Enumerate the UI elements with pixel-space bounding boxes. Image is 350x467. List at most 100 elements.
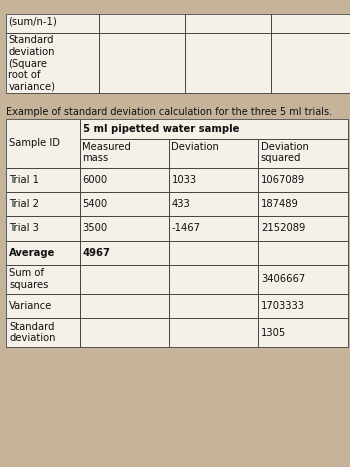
Text: Sum of
squares: Sum of squares	[9, 269, 48, 290]
Bar	[185, 14, 271, 33]
Bar	[80, 241, 169, 265]
Text: 5 ml pipetted water sample: 5 ml pipetted water sample	[83, 124, 239, 134]
Bar	[80, 265, 169, 294]
Bar	[6, 33, 99, 93]
Bar	[99, 14, 185, 33]
Bar	[6, 241, 80, 265]
Bar	[6, 216, 80, 241]
Bar	[271, 33, 350, 93]
Bar	[185, 33, 271, 93]
Text: 6000: 6000	[83, 175, 108, 185]
Bar	[80, 318, 169, 347]
Bar	[6, 318, 80, 347]
Bar	[258, 139, 348, 168]
Bar	[80, 192, 169, 216]
Text: 3406667: 3406667	[261, 274, 305, 284]
Text: 5400: 5400	[83, 199, 108, 209]
Bar	[169, 294, 258, 318]
Bar	[169, 294, 258, 318]
Bar	[169, 216, 258, 241]
Bar	[80, 216, 169, 241]
Bar	[80, 119, 348, 139]
Text: 4967: 4967	[83, 248, 111, 258]
Bar	[258, 216, 348, 241]
Text: Standard
deviation
(Square
root of
variance): Standard deviation (Square root of varia…	[8, 35, 55, 92]
Text: 3500: 3500	[83, 223, 108, 234]
Bar	[80, 294, 169, 318]
Bar	[6, 294, 80, 318]
Bar	[6, 33, 99, 93]
Bar	[271, 14, 350, 33]
Bar	[185, 14, 271, 33]
Bar	[169, 192, 258, 216]
Text: Trial 3: Trial 3	[9, 223, 39, 234]
Bar	[258, 318, 348, 347]
Text: Average: Average	[9, 248, 55, 258]
Bar	[6, 241, 80, 265]
Bar	[6, 216, 80, 241]
Bar	[258, 139, 348, 168]
Text: 433: 433	[172, 199, 191, 209]
Bar	[80, 168, 169, 192]
Bar	[6, 119, 80, 168]
Text: Example of standard deviation calculation for the three 5 ml trials.: Example of standard deviation calculatio…	[6, 107, 332, 117]
Bar	[169, 265, 258, 294]
Bar	[80, 318, 169, 347]
Bar	[169, 168, 258, 192]
Bar	[258, 192, 348, 216]
Bar	[169, 139, 258, 168]
Bar	[258, 294, 348, 318]
Bar	[169, 139, 258, 168]
Bar	[6, 14, 99, 33]
Bar	[169, 192, 258, 216]
Bar	[80, 265, 169, 294]
Bar	[99, 33, 185, 93]
Bar	[80, 192, 169, 216]
Bar	[6, 192, 80, 216]
Bar	[80, 168, 169, 192]
Text: Trial 1: Trial 1	[9, 175, 39, 185]
Bar	[6, 318, 80, 347]
Bar	[258, 216, 348, 241]
Bar	[80, 119, 348, 139]
Bar	[99, 14, 185, 33]
Text: -1467: -1467	[172, 223, 201, 234]
Bar	[80, 139, 169, 168]
Bar	[169, 216, 258, 241]
Bar	[169, 241, 258, 265]
Text: 1703333: 1703333	[261, 301, 305, 311]
Bar	[6, 294, 80, 318]
Bar	[169, 265, 258, 294]
Bar	[80, 241, 169, 265]
Bar	[169, 318, 258, 347]
Bar	[80, 216, 169, 241]
Text: Measured
mass: Measured mass	[82, 142, 131, 163]
Bar	[169, 318, 258, 347]
Bar	[258, 294, 348, 318]
Bar	[258, 192, 348, 216]
Bar	[258, 241, 348, 265]
Bar	[6, 14, 99, 33]
Bar	[6, 168, 80, 192]
Text: 2152089: 2152089	[261, 223, 306, 234]
Bar	[185, 33, 271, 93]
Bar	[258, 241, 348, 265]
Bar	[99, 33, 185, 93]
Bar	[80, 139, 169, 168]
Text: Sample ID: Sample ID	[9, 138, 60, 149]
Bar	[80, 294, 169, 318]
Bar	[258, 168, 348, 192]
Bar	[271, 33, 350, 93]
Text: Variance: Variance	[9, 301, 52, 311]
Bar	[258, 265, 348, 294]
Text: Trial 2: Trial 2	[9, 199, 39, 209]
Bar	[6, 265, 80, 294]
Bar	[169, 241, 258, 265]
Bar	[6, 168, 80, 192]
Bar	[6, 265, 80, 294]
Bar	[6, 192, 80, 216]
Text: 187489: 187489	[261, 199, 299, 209]
Text: (sum/n-1): (sum/n-1)	[8, 17, 57, 27]
Text: 1067089: 1067089	[261, 175, 305, 185]
Text: Deviation
squared: Deviation squared	[261, 142, 309, 163]
